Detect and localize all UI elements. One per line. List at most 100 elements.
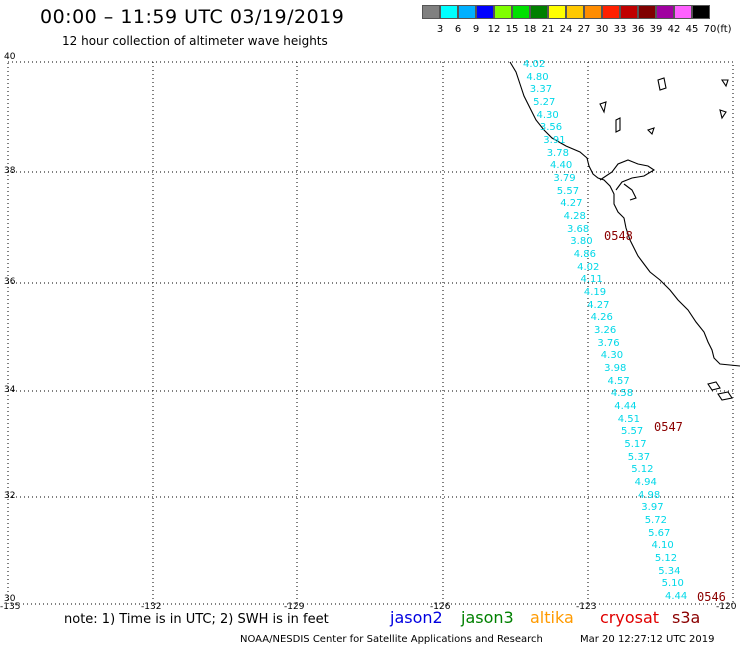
wave-height-label: 4.27: [587, 299, 610, 311]
legend-label: 36: [631, 24, 645, 35]
reservoir-b: [646, 127, 655, 136]
map-subtitle: 12 hour collection of altimeter wave hei…: [62, 34, 328, 48]
latitude-tick-label: 40: [4, 52, 16, 62]
wave-height-label: 4.80: [526, 71, 549, 83]
wave-height-label: 3.76: [597, 337, 620, 349]
channel-island-a: [707, 381, 721, 391]
pass-label-0546: 0546: [697, 590, 726, 604]
legend-label: 21: [541, 24, 555, 35]
wave-height-label: 5.10: [661, 578, 684, 590]
wave-height-label: 3.56: [539, 122, 563, 134]
pass-label-0548: 0548: [604, 229, 633, 243]
lake-almanor: [599, 101, 607, 114]
legend-swatch: [602, 5, 620, 19]
legend-label: 33: [613, 24, 627, 35]
legend-swatch: [674, 5, 692, 19]
legend-swatch: [692, 5, 710, 19]
wave-height-label: 4.86: [573, 249, 596, 260]
wave-height-label: 5.17: [624, 439, 647, 450]
satellite-jason2: jason2: [390, 608, 443, 627]
latitude-tick-label: 36: [4, 277, 16, 287]
legend-swatch: [422, 5, 440, 19]
wave-height-label: 3.68: [567, 223, 590, 235]
legend-swatch: [494, 5, 512, 19]
wave-height-label: 4.11: [580, 274, 603, 286]
legend-label: 9: [472, 24, 480, 35]
legend-swatch: [458, 5, 476, 19]
wave-height-label: 4.26: [590, 312, 613, 324]
wave-height-label: 4.44: [614, 401, 637, 412]
wave-height-label: 4.02: [577, 261, 600, 273]
legend-label: 24: [559, 24, 573, 35]
wave-height-label: 5.37: [627, 451, 651, 463]
wave-height-label: 4.94: [634, 477, 657, 488]
wave-height-label: 5.12: [654, 553, 678, 564]
longitude-tick-label: -135: [0, 602, 21, 612]
legend-label: 18: [523, 24, 537, 35]
wave-height-label: 4.19: [583, 287, 607, 298]
wave-height-label: 4.28: [563, 211, 586, 222]
longitude-tick-label: -129: [284, 602, 305, 612]
channel-island-b: [717, 391, 733, 401]
satellite-altika: altika: [530, 608, 574, 627]
longitude-tick-label: -132: [141, 602, 162, 612]
latitude-tick-label: 38: [4, 166, 16, 176]
wave-height-label: 5.57: [556, 185, 580, 197]
wave-height-label: 5.57: [621, 426, 644, 438]
generation-timestamp: Mar 20 12:27:12 UTC 2019: [580, 634, 715, 645]
legend-swatch: [584, 5, 602, 19]
pass-label-0547: 0547: [654, 420, 683, 434]
legend-label: 30: [595, 24, 609, 35]
satellite-jason3: jason3: [461, 608, 514, 627]
legend-swatch: [620, 5, 638, 19]
legend-label: 42: [667, 24, 681, 35]
legend-swatch: [656, 5, 674, 19]
wave-height-label: 4.44: [665, 591, 688, 602]
legend-label: (ft): [716, 24, 732, 35]
wave-height-label: 4.58: [610, 388, 634, 400]
grid-lines: [8, 62, 733, 604]
legend-label: 6: [454, 24, 462, 35]
wave-height-label: 4.02: [523, 59, 546, 70]
longitude-tick-label: -120: [716, 602, 737, 612]
wave-height-label: 4.57: [607, 375, 630, 387]
wave-height-label: 4.98: [638, 489, 661, 501]
legend-label: 27: [577, 24, 591, 35]
legend-swatch: [548, 5, 566, 19]
reservoir-c: [719, 109, 727, 120]
legend-swatch: [476, 5, 494, 19]
legend-label: 70: [703, 24, 717, 35]
wave-height-label: 3.91: [543, 135, 566, 146]
map-border: [7, 61, 734, 605]
wave-height-label: 5.27: [533, 97, 556, 108]
plot-frame: [7, 61, 734, 605]
longitude-tick-label: -126: [430, 602, 451, 612]
wave-height-label: 4.51: [617, 413, 640, 425]
latitude-tick-label: 34: [4, 385, 16, 395]
map-title: 00:00 – 11:59 UTC 03/19/2019: [40, 6, 345, 28]
bay-delta: [623, 183, 637, 201]
legend-swatch: [566, 5, 584, 19]
longitude-tick-label: -123: [576, 602, 597, 612]
wave-height-label: 3.98: [604, 363, 627, 374]
reservoir-a: [615, 117, 621, 133]
legend-swatch: [440, 5, 458, 19]
wave-height-label: 4.40: [550, 160, 573, 172]
wave-height-label: 3.79: [553, 173, 576, 184]
legend-label: 3: [436, 24, 444, 35]
satellite-cryosat: cryosat: [600, 608, 660, 627]
legend-swatch: [512, 5, 530, 19]
legend-label: 45: [685, 24, 699, 35]
wave-height-label: 5.34: [658, 565, 681, 577]
credit-line: NOAA/NESDIS Center for Satellite Applica…: [240, 634, 543, 645]
latitude-tick-label: 30: [4, 594, 16, 604]
footer-note: note: 1) Time is in UTC; 2) SWH is in fe…: [64, 612, 329, 627]
satellite-s3a: s3a: [672, 608, 701, 627]
latitude-tick-label: 32: [4, 491, 16, 501]
california-coastline: [509, 61, 740, 367]
wave-height-label: 3.80: [570, 236, 593, 248]
wave-height-label: 3.26: [594, 325, 617, 336]
wave-height-label: 3.37: [529, 84, 553, 96]
wave-height-label: 4.30: [536, 109, 559, 121]
